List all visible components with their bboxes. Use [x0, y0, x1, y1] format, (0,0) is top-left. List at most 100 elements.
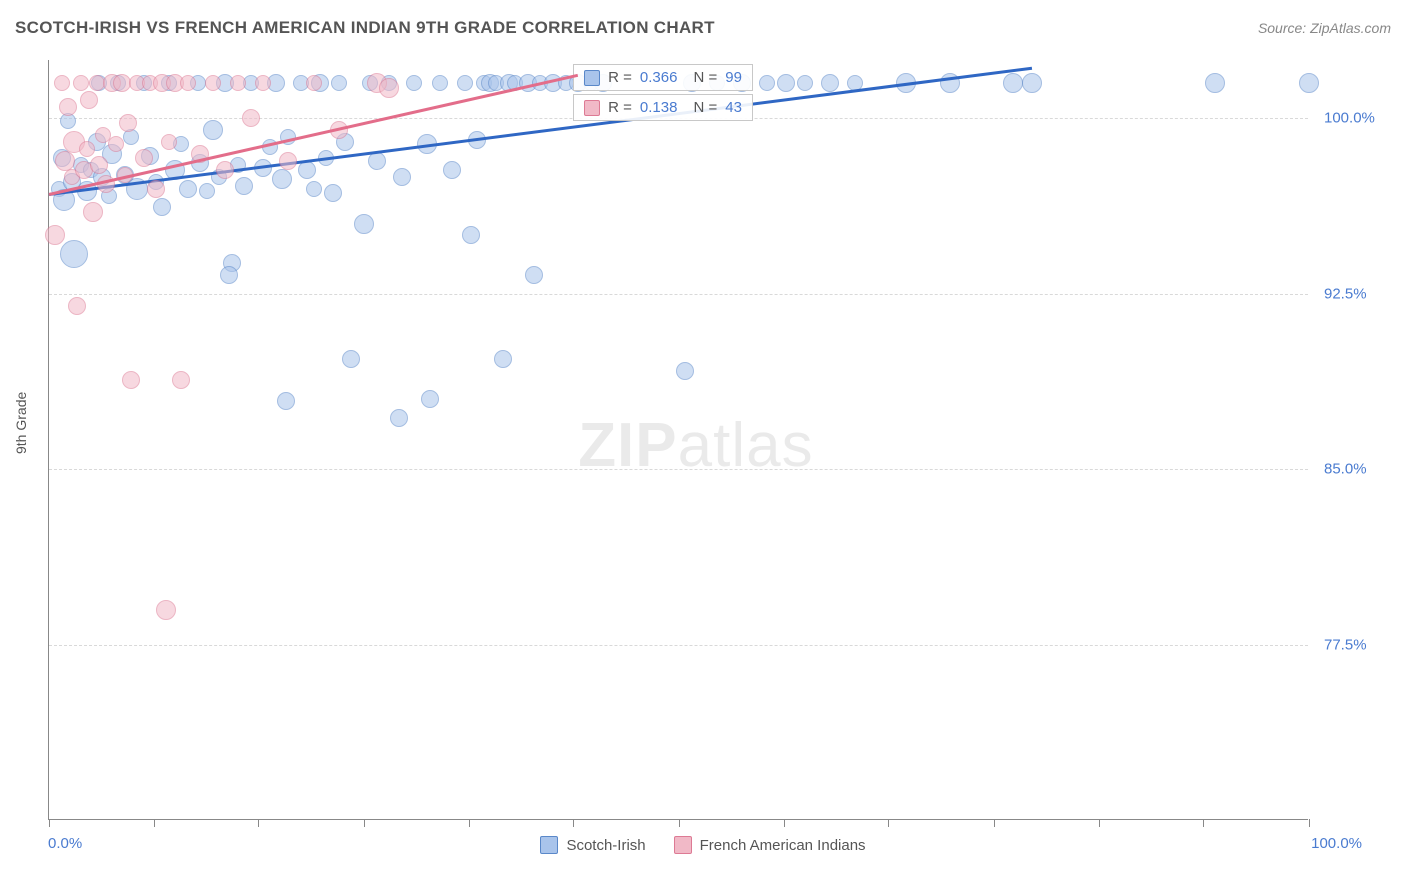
- marker-french_american_indians: [205, 75, 221, 91]
- marker-french_american_indians: [73, 75, 89, 91]
- marker-scotch_irish: [432, 75, 448, 91]
- stat-r-value: 0.138: [640, 99, 678, 116]
- x-tick: [469, 819, 470, 827]
- x-tick: [1309, 819, 1310, 827]
- marker-scotch_irish: [331, 75, 347, 91]
- marker-french_american_indians: [59, 98, 77, 116]
- marker-scotch_irish: [1022, 73, 1042, 93]
- marker-french_american_indians: [156, 600, 176, 620]
- marker-scotch_irish: [1299, 73, 1319, 93]
- marker-french_american_indians: [379, 78, 399, 98]
- marker-french_american_indians: [80, 91, 98, 109]
- x-tick: [49, 819, 50, 827]
- marker-french_american_indians: [161, 134, 177, 150]
- legend: Scotch-Irish French American Indians: [0, 836, 1406, 854]
- marker-french_american_indians: [180, 75, 196, 91]
- marker-french_american_indians: [122, 371, 140, 389]
- marker-scotch_irish: [777, 74, 795, 92]
- x-tick: [364, 819, 365, 827]
- marker-french_american_indians: [54, 75, 70, 91]
- marker-scotch_irish: [368, 152, 386, 170]
- y-axis-label: 9th Grade: [13, 392, 29, 454]
- stat-n-label: N =: [693, 69, 717, 86]
- marker-scotch_irish: [821, 74, 839, 92]
- stat-r-value: 0.366: [640, 69, 678, 86]
- legend-swatch: [674, 836, 692, 854]
- marker-french_american_indians: [306, 75, 322, 91]
- x-tick: [784, 819, 785, 827]
- y-tick-label: 85.0%: [1324, 461, 1367, 478]
- marker-french_american_indians: [172, 371, 190, 389]
- marker-french_american_indians: [79, 141, 95, 157]
- marker-scotch_irish: [1205, 73, 1225, 93]
- marker-french_american_indians: [216, 161, 234, 179]
- x-tick: [573, 819, 574, 827]
- x-tick: [258, 819, 259, 827]
- plot-area: 100.0%92.5%85.0%77.5%ZIPatlasR =0.366N =…: [48, 60, 1308, 820]
- marker-french_american_indians: [119, 114, 137, 132]
- chart-title: SCOTCH-IRISH VS FRENCH AMERICAN INDIAN 9…: [15, 18, 715, 38]
- chart-source: Source: ZipAtlas.com: [1258, 20, 1391, 36]
- stat-n-value: 43: [725, 99, 742, 116]
- marker-scotch_irish: [199, 183, 215, 199]
- marker-scotch_irish: [390, 409, 408, 427]
- marker-scotch_irish: [179, 180, 197, 198]
- stat-box-scotch_irish: R =0.366N =99: [573, 64, 753, 91]
- marker-scotch_irish: [354, 214, 374, 234]
- legend-swatch: [540, 836, 558, 854]
- marker-scotch_irish: [220, 266, 238, 284]
- legend-item-french_american_indians: French American Indians: [674, 836, 866, 854]
- marker-scotch_irish: [393, 168, 411, 186]
- marker-scotch_irish: [457, 75, 473, 91]
- gridline-h: [49, 645, 1308, 646]
- y-tick-label: 77.5%: [1324, 636, 1367, 653]
- legend-label: Scotch-Irish: [566, 837, 645, 854]
- marker-french_american_indians: [90, 156, 108, 174]
- marker-scotch_irish: [298, 161, 316, 179]
- x-tick: [1203, 819, 1204, 827]
- stat-n-label: N =: [693, 99, 717, 116]
- marker-scotch_irish: [277, 392, 295, 410]
- marker-french_american_indians: [279, 152, 297, 170]
- marker-scotch_irish: [272, 169, 292, 189]
- marker-scotch_irish: [406, 75, 422, 91]
- marker-french_american_indians: [255, 75, 271, 91]
- marker-french_american_indians: [135, 149, 153, 167]
- y-tick-label: 92.5%: [1324, 285, 1367, 302]
- gridline-h: [49, 294, 1308, 295]
- marker-french_american_indians: [68, 297, 86, 315]
- x-tick: [679, 819, 680, 827]
- marker-french_american_indians: [83, 202, 103, 222]
- marker-scotch_irish: [676, 362, 694, 380]
- marker-french_american_indians: [147, 180, 165, 198]
- stat-swatch: [584, 70, 600, 86]
- marker-french_american_indians: [45, 225, 65, 245]
- legend-item-scotch_irish: Scotch-Irish: [540, 836, 645, 854]
- stat-swatch: [584, 100, 600, 116]
- stat-r-label: R =: [608, 99, 632, 116]
- x-tick: [994, 819, 995, 827]
- marker-scotch_irish: [1003, 73, 1023, 93]
- marker-scotch_irish: [60, 240, 88, 268]
- marker-french_american_indians: [230, 75, 246, 91]
- marker-scotch_irish: [153, 198, 171, 216]
- marker-french_american_indians: [108, 136, 124, 152]
- chart-header: SCOTCH-IRISH VS FRENCH AMERICAN INDIAN 9…: [15, 18, 1391, 38]
- marker-french_american_indians: [55, 151, 75, 171]
- marker-scotch_irish: [494, 350, 512, 368]
- marker-scotch_irish: [462, 226, 480, 244]
- stat-box-french_american_indians: R = 0.138 N = 43: [573, 94, 753, 121]
- marker-scotch_irish: [443, 161, 461, 179]
- stat-r-label: R =: [608, 69, 632, 86]
- x-tick: [888, 819, 889, 827]
- marker-french_american_indians: [242, 109, 260, 127]
- marker-scotch_irish: [306, 181, 322, 197]
- marker-scotch_irish: [235, 177, 253, 195]
- marker-scotch_irish: [525, 266, 543, 284]
- marker-scotch_irish: [324, 184, 342, 202]
- marker-scotch_irish: [342, 350, 360, 368]
- marker-scotch_irish: [797, 75, 813, 91]
- x-tick: [1099, 819, 1100, 827]
- x-tick: [154, 819, 155, 827]
- y-tick-label: 100.0%: [1324, 110, 1375, 127]
